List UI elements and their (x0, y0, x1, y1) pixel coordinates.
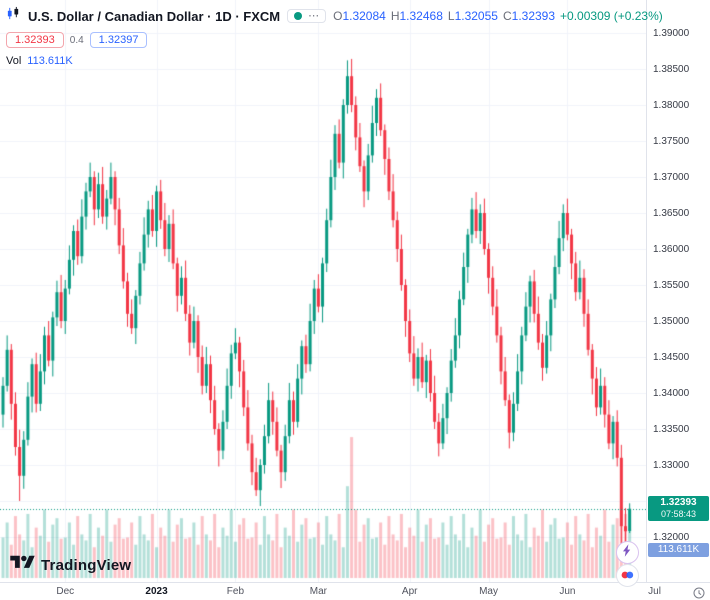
price-axis-label: 1.33500 (653, 424, 690, 435)
open-label: O (333, 9, 343, 23)
time-axis-label: Feb (226, 586, 245, 597)
time-axis-label: 2023 (145, 586, 168, 597)
close-label: C (502, 9, 512, 23)
price-axis-label: 1.37500 (653, 136, 690, 147)
time-axis-label: Apr (401, 586, 418, 597)
symbol-title[interactable]: U.S. Dollar / Canadian Dollar · 1D · FXC… (28, 8, 281, 24)
tradingview-logo-icon (10, 553, 35, 577)
last-price-value: 1.32393 (660, 496, 697, 508)
volume-value: 113.611K (27, 55, 73, 67)
price-axis-label: 1.36500 (653, 208, 690, 219)
price-axis[interactable]: 1.32393 07:58:43 113.611K 1.39000 1.38500… (646, 0, 710, 582)
price-axis-label: 1.34000 (653, 388, 690, 399)
tradingview-logo[interactable]: TradingView (10, 553, 131, 577)
legend-quick-tools[interactable]: ⋯ (287, 9, 327, 23)
price-axis-label: 1.35500 (653, 280, 690, 291)
spread-value: 0.4 (69, 34, 84, 46)
buy-button[interactable]: 1.32397 (89, 32, 148, 48)
time-axis[interactable]: Dec 2023 Feb Mar Apr May Jun Jul (0, 582, 710, 600)
symbol-logo-icon (6, 6, 21, 26)
price-axis-label: 1.39000 (653, 28, 690, 39)
low-label: L (447, 9, 455, 23)
price-axis-label: 1.35000 (653, 316, 690, 327)
time-axis-label: Jul (648, 586, 661, 597)
time-axis-label: Jun (559, 586, 576, 597)
candlestick-chart-canvas[interactable] (0, 0, 646, 582)
quick-alert-button[interactable] (616, 541, 639, 564)
high-label: H (390, 9, 400, 23)
lightning-icon (623, 543, 632, 562)
time-axis-label: Dec (56, 586, 75, 597)
bar-countdown: 07:58:43 (660, 508, 697, 519)
close-value: 1.32393 (511, 9, 556, 23)
symbol-row: U.S. Dollar / Canadian Dollar · 1D · FXC… (6, 6, 663, 26)
price-axis-label: 1.38000 (653, 100, 690, 111)
brokers-icon (621, 567, 634, 585)
more-options-icon[interactable]: ⋯ (308, 10, 320, 22)
price-axis-label: 1.36000 (653, 244, 690, 255)
volume-legend[interactable]: Vol 113.611K (6, 55, 663, 67)
price-axis-label: 1.34500 (653, 352, 690, 363)
ohlc-readout: O1.32084 H1.32468 L1.32055 C1.32393 +0.0… (333, 9, 663, 23)
change-value: +0.00309 (+0.23%) (560, 9, 663, 23)
high-value: 1.32468 (399, 9, 443, 23)
clock-icon[interactable] (693, 586, 705, 599)
price-axis-label: 1.32000 (653, 532, 690, 543)
time-axis-label: May (479, 586, 498, 597)
sell-button[interactable]: 1.32393 (6, 32, 64, 48)
price-axis-label: 1.33000 (653, 460, 690, 471)
tradingview-logo-text: TradingView (41, 556, 132, 574)
price-axis-label: 1.37000 (653, 172, 690, 183)
volume-label: Vol (6, 55, 22, 67)
brokers-button[interactable] (616, 564, 639, 587)
time-axis-label: Mar (309, 586, 328, 597)
open-value: 1.32084 (342, 9, 386, 23)
visibility-dot-icon[interactable] (294, 12, 303, 20)
bid-ask-row: 1.32393 0.4 1.32397 (6, 32, 663, 48)
volume-badge: 113.611K (648, 543, 709, 557)
price-axis-label: 1.38500 (653, 64, 690, 75)
last-price-badge: 1.32393 07:58:43 (648, 495, 709, 521)
chart-legend: U.S. Dollar / Canadian Dollar · 1D · FXC… (6, 6, 663, 67)
low-value: 1.32055 (454, 9, 498, 23)
